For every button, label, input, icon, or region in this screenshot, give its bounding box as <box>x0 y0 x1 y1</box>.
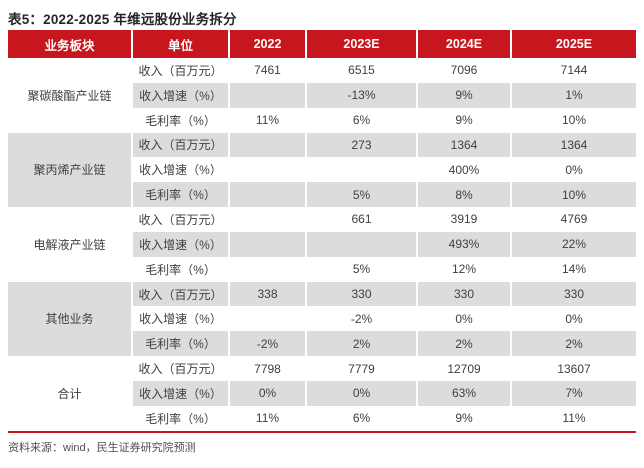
table-cell: 3919 <box>418 207 512 232</box>
column-header: 业务板块 <box>8 30 133 58</box>
table-cell <box>230 132 307 158</box>
table-cell: 11% <box>562 411 586 426</box>
table-cell: 5% <box>307 256 418 282</box>
table-cell: 14% <box>561 262 587 277</box>
table-cell: 4769 <box>560 212 588 227</box>
table-cell: 11% <box>230 107 307 133</box>
row-unit-label: 收入（百万元） <box>133 207 230 232</box>
table-cell: 13607 <box>557 361 591 376</box>
row-unit-label: 毛利率（%） <box>133 107 230 133</box>
table-cell: 1% <box>512 82 636 108</box>
table-cell: 661 <box>307 207 418 232</box>
table-bottom-rule <box>8 430 636 433</box>
table-cell: 5% <box>307 182 418 208</box>
row-unit-label: 收入增速（%） <box>133 380 230 406</box>
row-unit-label: 收入（百万元） <box>133 58 230 83</box>
table-cell: 2% <box>512 331 636 357</box>
table-cell <box>230 256 307 282</box>
section-label: 合计 <box>8 356 133 431</box>
table-cell: 0% <box>565 162 583 177</box>
table-cell <box>230 231 307 257</box>
table-cell <box>307 157 418 183</box>
row-unit-label: 收入（百万元） <box>133 132 230 158</box>
table-cell: 0% <box>565 311 583 326</box>
row-unit-label: 毛利率（%） <box>133 182 230 208</box>
column-header: 单位 <box>133 30 230 58</box>
section-label: 聚丙烯产业链 <box>8 132 133 208</box>
row-unit-label: 收入增速（%） <box>133 157 230 183</box>
section-label: 其他业务 <box>8 281 133 357</box>
table-cell: 330 <box>418 281 512 307</box>
table-cell: 11% <box>230 405 307 431</box>
table-cell: 7461 <box>230 58 307 83</box>
table-cell <box>230 157 307 183</box>
table-cell: 0% <box>230 380 307 406</box>
table-cell: -2% <box>230 331 307 357</box>
table-cell: 1364 <box>512 132 636 158</box>
table-cell: 7% <box>512 380 636 406</box>
row-unit-label: 毛利率（%） <box>133 256 230 282</box>
table-cell: 2% <box>418 331 512 357</box>
row-unit-label: 毛利率（%） <box>133 405 230 431</box>
table-cell <box>230 207 307 232</box>
table-cell: 9% <box>418 405 512 431</box>
table-cell: 6515 <box>307 58 418 83</box>
table-cell: 12709 <box>418 356 512 381</box>
source-note: 资料来源：wind，民生证券研究院预测 <box>8 441 196 454</box>
table-cell: 338 <box>230 281 307 307</box>
table-cell: 6% <box>307 107 418 133</box>
business-breakdown-table: 业务板块 单位 2022 2023E 2024E 2025E 聚碳酸酯产业链 收入（百万元） 7… <box>8 30 636 431</box>
table-cell: 10% <box>512 182 636 208</box>
table-cell <box>230 182 307 208</box>
column-header: 2023E <box>307 30 418 58</box>
table-cell: 7779 <box>307 356 418 381</box>
row-unit-label: 毛利率（%） <box>133 331 230 357</box>
table-cell: 2% <box>307 331 418 357</box>
row-unit-label: 收入增速（%） <box>133 231 230 257</box>
table-cell: 7096 <box>418 58 512 83</box>
row-unit-label: 收入增速（%） <box>133 306 230 332</box>
column-header: 2024E <box>418 30 512 58</box>
table-cell: 12% <box>418 256 512 282</box>
table-cell: 0% <box>307 380 418 406</box>
table-cell: 0% <box>418 306 512 332</box>
table-cell: -2% <box>307 306 418 332</box>
table-cell: 1364 <box>418 132 512 158</box>
table-cell <box>230 82 307 108</box>
table-cell: 493% <box>418 231 512 257</box>
table-cell: 273 <box>307 132 418 158</box>
row-unit-label: 收入（百万元） <box>133 356 230 381</box>
row-unit-label: 收入增速（%） <box>133 82 230 108</box>
table-cell: 330 <box>512 281 636 307</box>
table-cell: 63% <box>418 380 512 406</box>
table-cell: 7798 <box>230 356 307 381</box>
table-cell: 8% <box>418 182 512 208</box>
column-header: 2025E <box>512 30 636 58</box>
section-label: 聚碳酸酯产业链 <box>8 58 133 133</box>
table-title: 表5：2022-2025 年维远股份业务拆分 <box>8 12 237 27</box>
table-cell: 9% <box>418 82 512 108</box>
table-cell: -13% <box>307 82 418 108</box>
table-cell: 22% <box>512 231 636 257</box>
table-cell: 330 <box>307 281 418 307</box>
table-cell: 400% <box>418 157 512 183</box>
row-unit-label: 收入（百万元） <box>133 281 230 307</box>
column-header: 2022 <box>230 30 307 58</box>
table-cell <box>230 306 307 332</box>
table-cell: 6% <box>307 405 418 431</box>
table-cell: 10% <box>561 113 587 128</box>
table-cell: 9% <box>418 107 512 133</box>
section-label: 电解液产业链 <box>8 207 133 282</box>
report-table-figure: 表5：2022-2025 年维远股份业务拆分 业务板块 单位 2022 2023E 20… <box>0 8 644 468</box>
table-cell <box>307 231 418 257</box>
table-cell: 7144 <box>560 63 588 78</box>
